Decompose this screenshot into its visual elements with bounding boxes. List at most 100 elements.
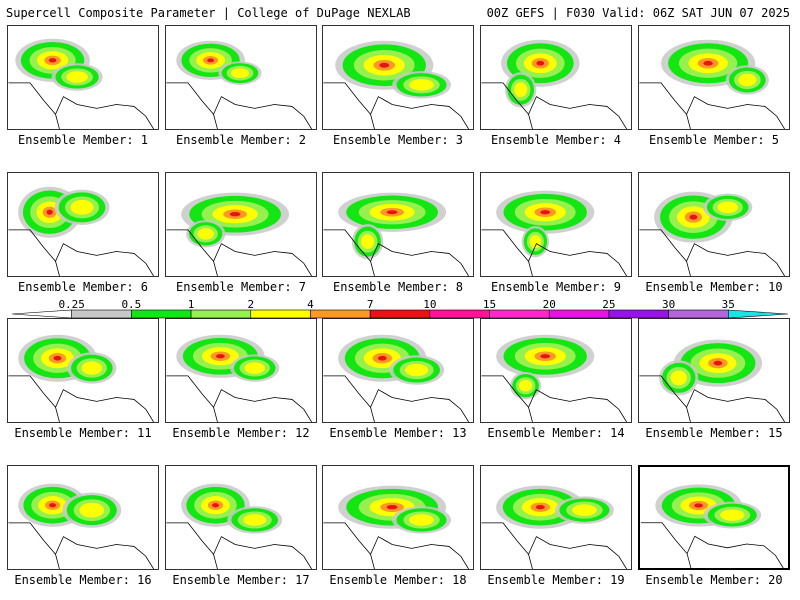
member-map bbox=[481, 485, 627, 569]
ensemble-member-panel[interactable] bbox=[7, 318, 159, 423]
coastline bbox=[639, 82, 785, 129]
member-label: Ensemble Member: 4 bbox=[490, 133, 622, 147]
legend-swatch bbox=[12, 309, 72, 319]
ensemble-member-panel[interactable] bbox=[165, 465, 317, 570]
coastline bbox=[213, 554, 218, 569]
coastline bbox=[55, 554, 60, 569]
scp-contours bbox=[18, 334, 117, 384]
member-map bbox=[166, 192, 312, 276]
legend-swatch bbox=[608, 309, 669, 319]
scp-contours bbox=[659, 339, 763, 396]
coastline bbox=[166, 375, 312, 422]
coastline bbox=[481, 82, 627, 129]
valid-time: 00Z GEFS | F030 Valid: 06Z SAT JUN 07 20… bbox=[486, 6, 790, 20]
scp-contours bbox=[338, 485, 451, 534]
ensemble-member-panel[interactable] bbox=[322, 465, 474, 570]
member-label: Ensemble Member: 16 bbox=[14, 573, 152, 587]
ensemble-member-panel[interactable] bbox=[480, 465, 632, 570]
member-label: Ensemble Member: 14 bbox=[487, 426, 625, 440]
coastline bbox=[528, 554, 533, 569]
ensemble-member-panel[interactable] bbox=[7, 25, 159, 130]
ensemble-member-panel[interactable] bbox=[480, 318, 632, 423]
member-map bbox=[639, 339, 785, 422]
coastline bbox=[8, 82, 154, 129]
ensemble-member-panel[interactable] bbox=[322, 172, 474, 277]
member-map bbox=[8, 38, 154, 129]
legend-tick-label: 25 bbox=[602, 298, 616, 311]
coastline bbox=[686, 407, 691, 422]
legend-tick-label: 0.25 bbox=[58, 298, 85, 311]
member-label: Ensemble Member: 5 bbox=[648, 133, 780, 147]
ensemble-member-panel[interactable] bbox=[638, 172, 790, 277]
member-label: Ensemble Member: 11 bbox=[14, 426, 152, 440]
legend-swatch bbox=[429, 309, 490, 319]
coastline bbox=[370, 261, 375, 276]
member-label: Ensemble Member: 15 bbox=[645, 426, 783, 440]
coastline bbox=[8, 522, 154, 569]
member-map bbox=[323, 192, 469, 276]
legend-tick-label: 0.5 bbox=[121, 298, 142, 311]
member-map bbox=[8, 334, 154, 422]
member-map bbox=[166, 334, 312, 422]
legend-swatch bbox=[728, 309, 788, 319]
legend-tick-label: 1 bbox=[187, 298, 195, 311]
member-map bbox=[481, 190, 627, 276]
ensemble-member-panel[interactable] bbox=[165, 25, 317, 130]
legend-swatch bbox=[190, 309, 252, 319]
coastline bbox=[528, 407, 533, 422]
ensemble-member-panel[interactable] bbox=[7, 465, 159, 570]
legend-swatch bbox=[250, 309, 311, 319]
legend-swatch bbox=[71, 309, 132, 319]
legend-tick-label: 4 bbox=[307, 298, 314, 311]
member-map bbox=[166, 483, 312, 569]
coastline bbox=[55, 261, 60, 276]
coastline bbox=[213, 114, 218, 129]
legend-tick-label: 10 bbox=[423, 298, 437, 311]
legend-bar bbox=[12, 309, 788, 319]
member-map bbox=[640, 484, 784, 568]
member-label: Ensemble Member: 10 bbox=[645, 280, 783, 294]
page-title: Supercell Composite Parameter | College … bbox=[6, 6, 411, 20]
legend-tick-label: 7 bbox=[366, 298, 374, 311]
coastline bbox=[528, 261, 533, 276]
ensemble-member-panel[interactable] bbox=[480, 25, 632, 130]
scp-contours bbox=[181, 192, 290, 248]
ensemble-member-panel[interactable] bbox=[165, 318, 317, 423]
ensemble-member-panel[interactable] bbox=[638, 465, 790, 570]
color-legend: 0.25 0.5 1 2 4 7 10 15 20 25 30 35 bbox=[12, 298, 788, 324]
coastline bbox=[686, 261, 691, 276]
member-label: Ensemble Member: 1 bbox=[17, 133, 149, 147]
member-label: Ensemble Member: 9 bbox=[490, 280, 622, 294]
member-map bbox=[639, 191, 785, 276]
ensemble-member-panel[interactable] bbox=[322, 25, 474, 130]
coastline bbox=[640, 522, 784, 568]
legend-tick-label: 2 bbox=[247, 298, 255, 311]
scp-contours bbox=[335, 40, 451, 99]
scp-contours bbox=[176, 40, 262, 85]
ensemble-member-panel[interactable] bbox=[480, 172, 632, 277]
coastline bbox=[370, 407, 375, 422]
ensemble-member-panel[interactable] bbox=[638, 25, 790, 130]
coastline bbox=[528, 114, 533, 129]
coastline bbox=[370, 554, 375, 569]
member-label: Ensemble Member: 18 bbox=[329, 573, 467, 587]
coastline bbox=[481, 229, 627, 276]
coastline bbox=[481, 375, 627, 422]
legend-tick-label: 20 bbox=[542, 298, 556, 311]
member-label: Ensemble Member: 12 bbox=[172, 426, 310, 440]
coastline bbox=[323, 229, 469, 276]
ensemble-member-panel[interactable] bbox=[7, 172, 159, 277]
ensemble-member-panel[interactable] bbox=[165, 172, 317, 277]
scp-contours bbox=[15, 38, 103, 91]
ensemble-member-panel[interactable] bbox=[638, 318, 790, 423]
scp-contours bbox=[18, 483, 122, 528]
coastline bbox=[8, 375, 154, 422]
member-map bbox=[323, 334, 469, 422]
scp-contours bbox=[338, 334, 445, 385]
coastline bbox=[686, 553, 692, 568]
coastline bbox=[166, 522, 312, 569]
member-map bbox=[8, 483, 154, 569]
scp-contours bbox=[176, 334, 280, 382]
member-label: Ensemble Member: 7 bbox=[175, 280, 307, 294]
ensemble-member-panel[interactable] bbox=[322, 318, 474, 423]
